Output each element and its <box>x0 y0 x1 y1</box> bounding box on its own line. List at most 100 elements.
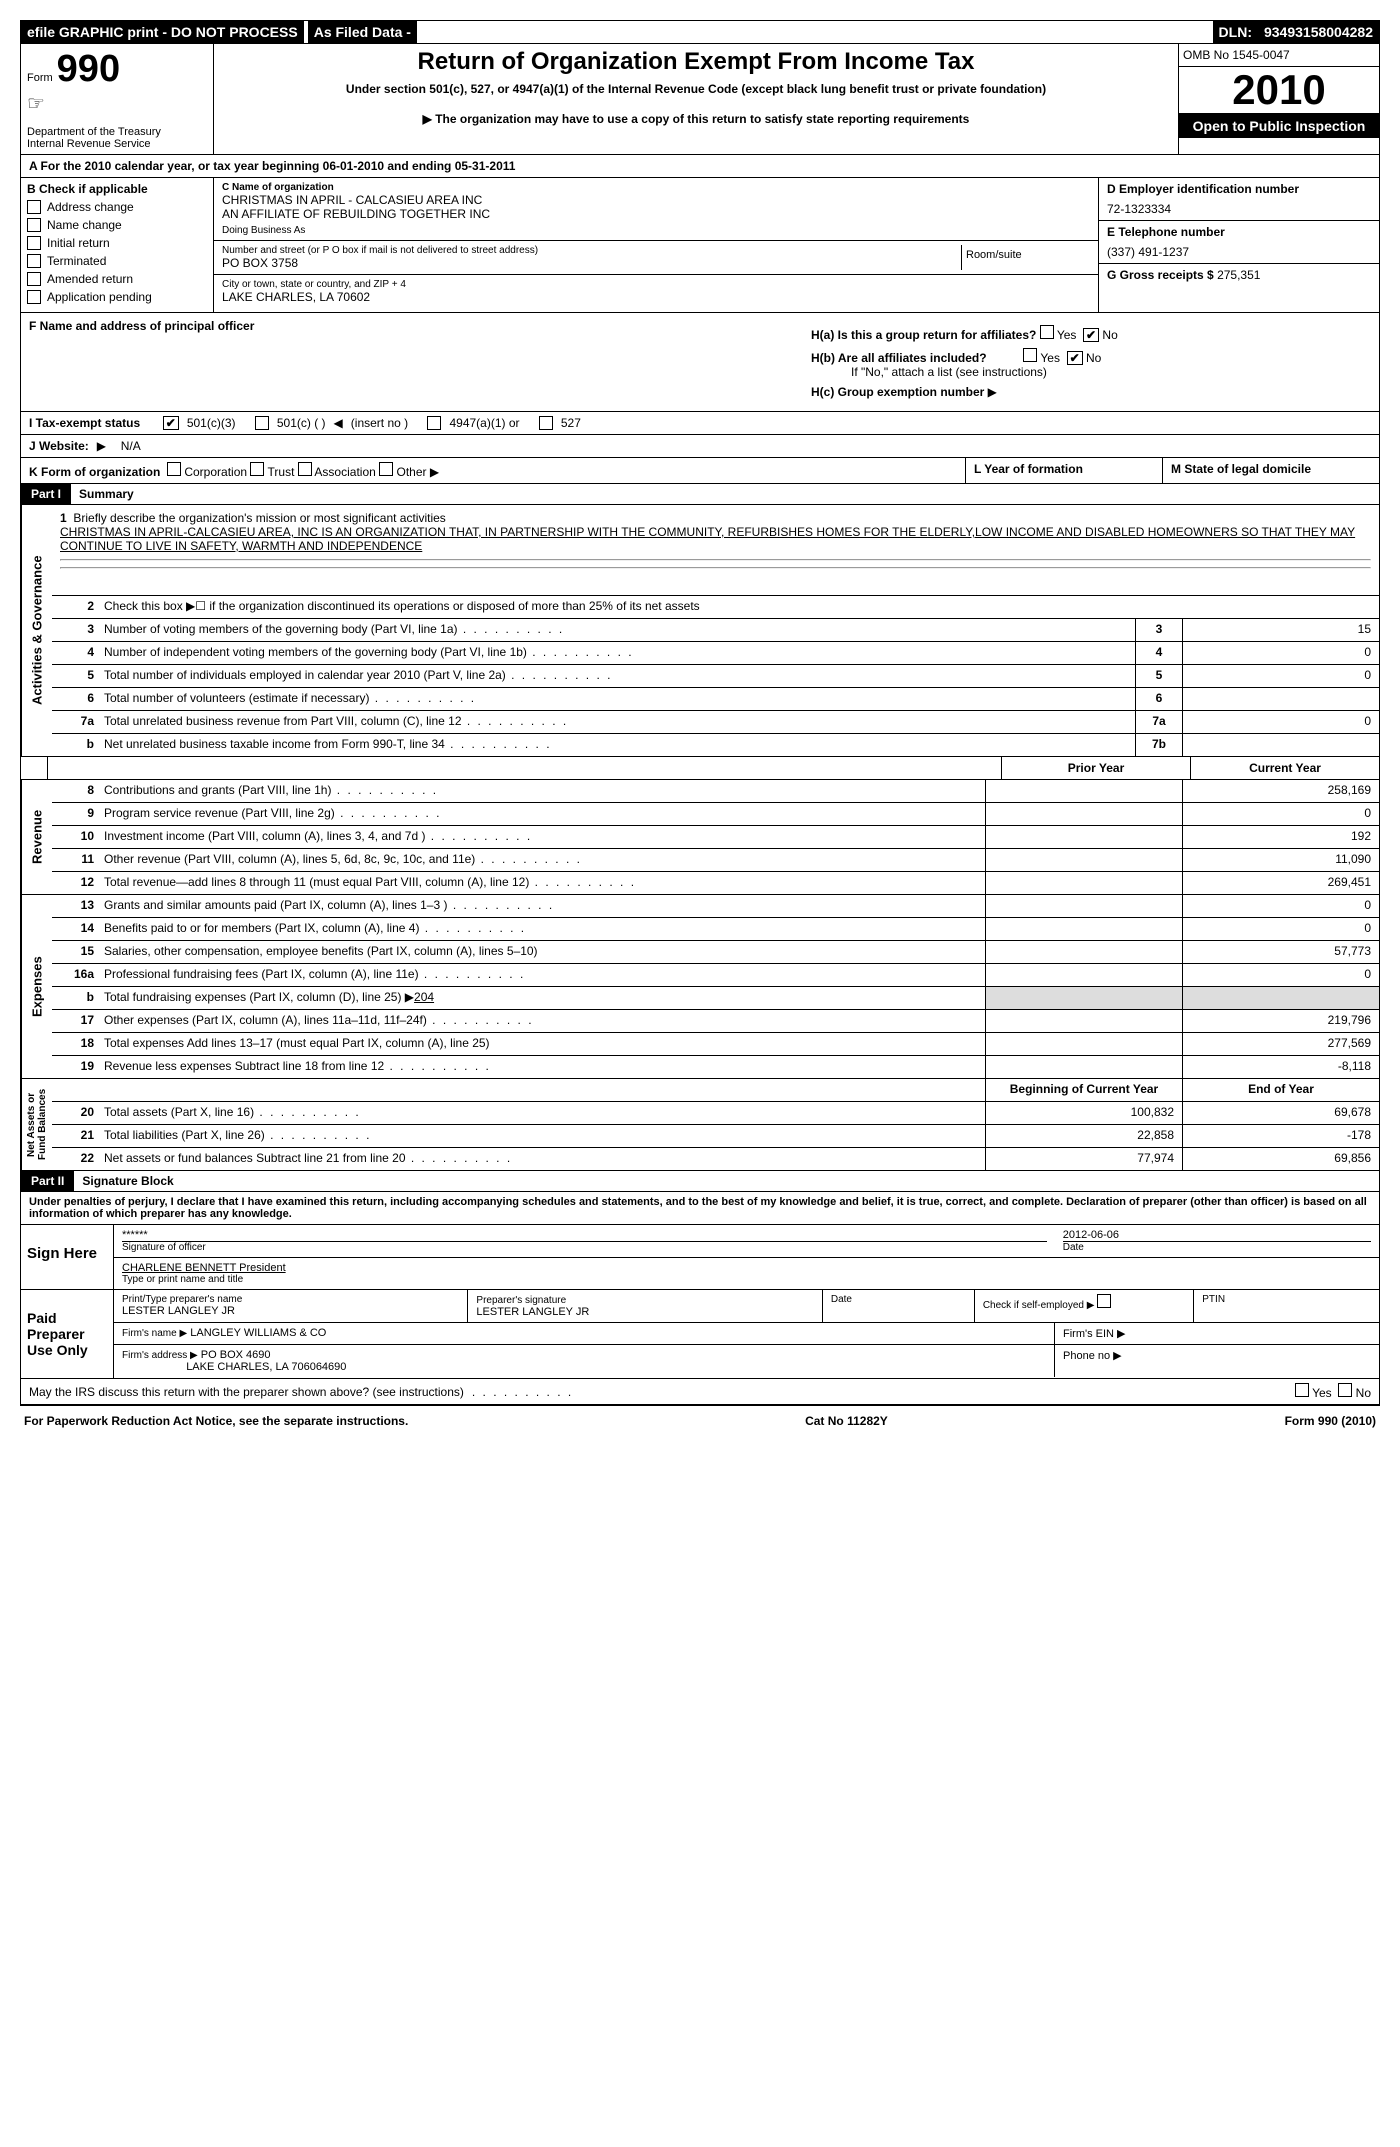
r20-prior: 100,832 <box>985 1102 1182 1124</box>
footer-mid: Cat No 11282Y <box>805 1414 888 1428</box>
r12-current: 269,451 <box>1182 872 1379 894</box>
dept-treasury: Department of the Treasury Internal Reve… <box>27 126 207 150</box>
q6-label: Total number of volunteers (estimate if … <box>100 688 1135 710</box>
r19-current: -8,118 <box>1182 1056 1379 1078</box>
gross-label: G Gross receipts $ <box>1107 268 1214 282</box>
mission-block: 1 Briefly describe the organization's mi… <box>52 505 1379 595</box>
r22-prior: 77,974 <box>985 1148 1182 1170</box>
r11-current: 11,090 <box>1182 849 1379 871</box>
ha-label: H(a) Is this a group return for affiliat… <box>811 328 1036 342</box>
mission-text: CHRISTMAS IN APRIL-CALCASIEU AREA, INC I… <box>60 525 1355 553</box>
r21-prior: 22,858 <box>985 1125 1182 1147</box>
sign-date: 2012-06-06 <box>1063 1229 1371 1241</box>
form-title: Return of Organization Exempt From Incom… <box>222 48 1170 76</box>
prior-year-header: Prior Year <box>1001 757 1190 779</box>
checkbox-hb-yes[interactable] <box>1023 348 1037 362</box>
vlabel-net-assets: Net Assets or Fund Balances <box>21 1079 52 1170</box>
checkbox-4947[interactable] <box>427 416 441 430</box>
check-header: B Check if applicable <box>27 182 207 196</box>
line-a-tax-year: A For the 2010 calendar year, or tax yea… <box>21 155 1379 178</box>
footer-right: Form 990 (2010) <box>1285 1414 1376 1428</box>
form-header: Form 990 ☞ Department of the Treasury In… <box>21 44 1379 155</box>
tax-year: 2010 <box>1179 67 1379 114</box>
q5-label: Total number of individuals employed in … <box>100 665 1135 687</box>
preparer-signature: LESTER LANGLEY JR <box>476 1306 589 1318</box>
signature-label: Signature of officer <box>122 1241 1047 1253</box>
r13-current: 0 <box>1182 895 1379 917</box>
checkbox-trust[interactable] <box>250 462 264 476</box>
sign-date-label: Date <box>1063 1241 1371 1253</box>
r20-current: 69,678 <box>1182 1102 1379 1124</box>
tax-exempt-row: I Tax-exempt status ✔ 501(c)(3) 501(c) (… <box>21 412 1379 435</box>
r18-current: 277,569 <box>1182 1033 1379 1055</box>
hb-label: H(b) Are all affiliates included? <box>811 351 987 365</box>
r10-current: 192 <box>1182 826 1379 848</box>
city-value: LAKE CHARLES, LA 70602 <box>222 290 1090 304</box>
j-label: J Website: <box>29 439 89 453</box>
checkbox-corp[interactable] <box>167 462 181 476</box>
phone-label: E Telephone number <box>1107 225 1371 239</box>
checkbox-hb-no[interactable]: ✔ <box>1067 351 1083 365</box>
checkbox-name-change[interactable] <box>27 218 41 232</box>
right-info: D Employer identification number 72-1323… <box>1098 178 1379 312</box>
header-center: Return of Organization Exempt From Incom… <box>214 44 1178 154</box>
firm-addr1: PO BOX 4690 <box>201 1349 271 1361</box>
checkbox-501c3[interactable]: ✔ <box>163 416 179 430</box>
sign-here-block: Sign Here ****** Signature of officer 20… <box>21 1225 1379 1290</box>
v5: 0 <box>1183 665 1379 687</box>
revenue-section: Revenue 8Contributions and grants (Part … <box>21 780 1379 895</box>
gross-value: 275,351 <box>1217 268 1260 282</box>
firm-name: LANGLEY WILLIAMS & CO <box>190 1327 326 1339</box>
i-label: I Tax-exempt status <box>29 416 140 430</box>
checkbox-ha-yes[interactable] <box>1040 325 1054 339</box>
header-right: OMB No 1545-0047 2010 Open to Public Ins… <box>1178 44 1379 154</box>
q4-label: Number of independent voting members of … <box>100 642 1135 664</box>
part-1-header: Part I Summary <box>21 484 1379 505</box>
dln-value: 93493158004282 <box>1258 21 1379 43</box>
v3: 15 <box>1183 619 1379 641</box>
net-assets-section: Net Assets or Fund Balances Beginning of… <box>21 1079 1379 1171</box>
klm-row: K Form of organization Corporation Trust… <box>21 458 1379 484</box>
check-applicable: B Check if applicable Address change Nam… <box>21 178 214 312</box>
officer-group-block: F Name and address of principal officer … <box>21 313 1379 412</box>
checkbox-self-employed[interactable] <box>1097 1294 1111 1308</box>
public-inspection: Open to Public Inspection <box>1179 114 1379 138</box>
checkbox-ha-no[interactable]: ✔ <box>1083 328 1099 342</box>
state-domicile: M State of legal domicile <box>1162 458 1379 483</box>
sign-here-label: Sign Here <box>21 1225 113 1289</box>
header-left: Form 990 ☞ Department of the Treasury In… <box>21 44 214 154</box>
r14-current: 0 <box>1182 918 1379 940</box>
room-suite-label: Room/suite <box>961 245 1090 270</box>
firm-addr2: LAKE CHARLES, LA 706064690 <box>186 1361 346 1373</box>
ptin-label: PTIN <box>1193 1290 1379 1322</box>
part-1-label: Part I <box>21 484 71 504</box>
officer-label: F Name and address of principal officer <box>29 319 795 333</box>
checkbox-discuss-yes[interactable] <box>1295 1383 1309 1397</box>
checkbox-terminated[interactable] <box>27 254 41 268</box>
r16a-current: 0 <box>1182 964 1379 986</box>
form-990: efile GRAPHIC print - DO NOT PROCESS As … <box>20 20 1380 1406</box>
v7a: 0 <box>1183 711 1379 733</box>
checkbox-527[interactable] <box>539 416 553 430</box>
checkbox-assoc[interactable] <box>298 462 312 476</box>
q2-label: Check this box ▶☐ if the organization di… <box>100 596 1379 618</box>
form-number: 990 <box>57 48 120 91</box>
checkbox-501c[interactable] <box>255 416 269 430</box>
hb-note: If "No," attach a list (see instructions… <box>851 365 1371 379</box>
discuss-label: May the IRS discuss this return with the… <box>29 1385 464 1399</box>
part-2-title: Signature Block <box>74 1171 181 1191</box>
form-subtitle-2: The organization may have to use a copy … <box>435 112 969 126</box>
checkbox-amended[interactable] <box>27 272 41 286</box>
paid-preparer-block: Paid Preparer Use Only Print/Type prepar… <box>21 1290 1379 1379</box>
k-label: K Form of organization <box>29 465 160 479</box>
checkbox-other[interactable] <box>379 462 393 476</box>
checkbox-pending[interactable] <box>27 290 41 304</box>
checkbox-initial-return[interactable] <box>27 236 41 250</box>
vlabel-revenue: Revenue <box>21 780 52 894</box>
q1-label: Briefly describe the organization's miss… <box>73 511 445 525</box>
checkbox-discuss-no[interactable] <box>1338 1383 1352 1397</box>
part-2-header: Part II Signature Block <box>21 1171 1379 1192</box>
checkbox-address-change[interactable] <box>27 200 41 214</box>
q7a-label: Total unrelated business revenue from Pa… <box>100 711 1135 733</box>
ein-label: D Employer identification number <box>1107 182 1371 196</box>
